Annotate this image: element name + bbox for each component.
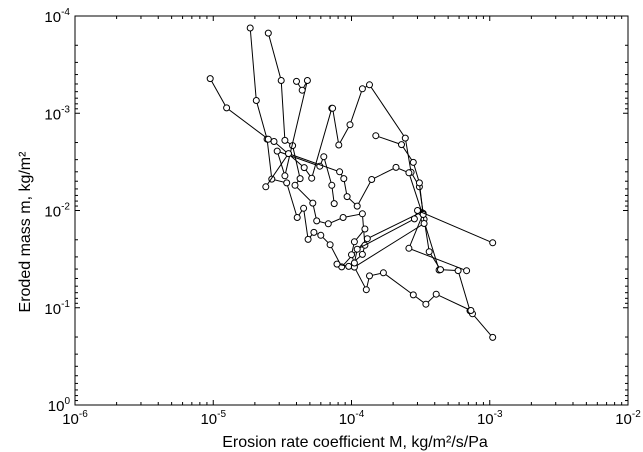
data-point-marker <box>308 174 316 182</box>
data-point-marker <box>320 153 328 161</box>
data-point-marker <box>293 77 300 85</box>
data-point-marker <box>283 179 291 187</box>
data-point-marker <box>329 104 337 112</box>
data-point-marker <box>343 193 351 201</box>
data-point-marker <box>285 150 292 158</box>
data-point-marker <box>330 200 338 208</box>
y-tick-label: 100 <box>48 396 71 415</box>
data-point-marker <box>246 24 254 32</box>
data-point-marker <box>410 215 418 223</box>
x-tick-label: 10-2 <box>615 409 641 428</box>
data-point-marker <box>409 158 417 166</box>
data-point-marker <box>340 175 348 183</box>
data-point-marker <box>422 300 430 308</box>
data-point-marker <box>372 132 380 140</box>
data-point-marker <box>264 29 272 37</box>
data-point-marker <box>432 290 440 298</box>
y-axis-label-group: Eroded mass m, kg/m² <box>17 151 34 313</box>
data-point-marker <box>291 181 299 189</box>
data-point-marker <box>437 266 444 274</box>
y-tick-label: 10-4 <box>44 7 70 26</box>
y-tick-label: 10-2 <box>44 202 70 221</box>
x-tick-label: 10-5 <box>200 409 226 428</box>
data-point-marker <box>420 220 428 227</box>
data-point-marker <box>398 141 405 149</box>
data-point-marker <box>300 204 308 212</box>
data-point-marker <box>270 138 278 145</box>
data-point-marker <box>467 307 475 314</box>
x-tick-label: 10-3 <box>477 409 503 428</box>
data-point-marker <box>252 97 260 104</box>
data-point-marker <box>223 104 231 112</box>
data-point-marker <box>463 267 471 275</box>
data-point-marker <box>326 241 334 249</box>
data-point-marker <box>346 121 354 129</box>
data-point-marker <box>335 141 343 149</box>
x-axis-label: Erosion rate coefficient M, kg/m²/s/Pa <box>222 434 488 451</box>
data-point-marker <box>489 333 497 341</box>
data-point-marker <box>348 251 355 259</box>
x-tick-label: 10-6 <box>62 409 88 428</box>
data-point-marker <box>296 175 304 183</box>
data-point-marker <box>273 147 281 155</box>
data-point-marker <box>313 217 321 225</box>
data-point-marker <box>336 168 344 176</box>
data-point-marker <box>405 169 413 177</box>
y-tick-label: 10-3 <box>44 104 70 123</box>
data-point-marker <box>309 199 317 207</box>
data-point-marker <box>401 134 409 142</box>
data-point-marker <box>293 214 301 221</box>
data-point-marker <box>206 75 214 83</box>
data-point-marker <box>339 214 347 221</box>
data-point-marker <box>489 239 497 247</box>
data-point-marker <box>281 136 289 144</box>
data-point-marker <box>392 163 400 171</box>
data-point-marker <box>324 220 332 228</box>
data-point-marker <box>350 238 358 246</box>
data-point-marker <box>358 85 366 93</box>
data-point-marker <box>409 291 417 299</box>
y-axis-label: Eroded mass m, kg/m² <box>17 151 34 313</box>
data-point-marker <box>379 269 387 277</box>
data-point-marker <box>328 181 336 189</box>
data-point-marker <box>366 81 373 89</box>
data-point-marker <box>304 235 312 243</box>
y-tick-label: 10-1 <box>44 299 70 318</box>
data-point-marker <box>298 86 306 94</box>
data-point-marker <box>414 207 421 214</box>
data-point-marker <box>350 259 358 267</box>
data-point-marker <box>361 225 369 233</box>
data-point-marker <box>310 228 318 236</box>
data-point-marker <box>317 231 325 239</box>
data-point-marker <box>300 164 308 172</box>
data-point-marker <box>345 262 353 270</box>
data-point-marker <box>415 179 423 187</box>
data-point-marker <box>264 135 272 143</box>
data-point-marker <box>405 244 413 252</box>
data-point-marker <box>363 235 371 243</box>
data-point-marker <box>262 183 270 191</box>
data-point-marker <box>333 260 341 268</box>
data-point-marker <box>353 245 361 253</box>
data-point-marker <box>362 286 370 294</box>
data-point-marker <box>366 272 373 280</box>
data-point-marker <box>353 202 361 210</box>
plot-frame <box>74 15 629 406</box>
data-point-marker <box>303 77 311 84</box>
data-point-marker <box>281 172 289 180</box>
data-point-marker <box>368 176 376 183</box>
data-point-marker <box>454 267 462 275</box>
data-point-marker <box>425 248 433 256</box>
x-tick-label: 10-4 <box>339 409 365 428</box>
data-point-marker <box>277 77 285 84</box>
data-point-marker <box>358 250 366 258</box>
series-line <box>265 152 494 338</box>
data-point-marker <box>358 210 366 218</box>
